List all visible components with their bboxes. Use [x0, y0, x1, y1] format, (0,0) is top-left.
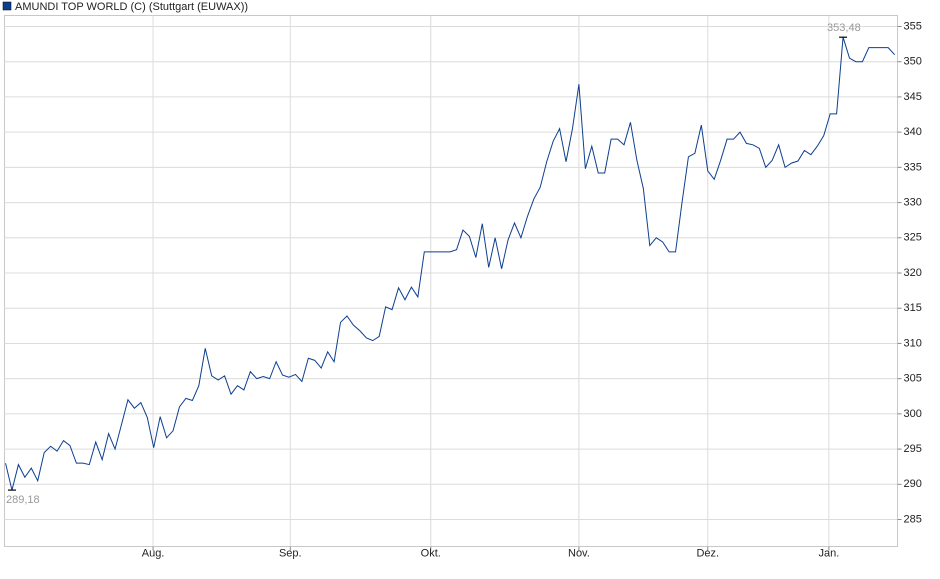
y-tick-label: 315 [904, 302, 922, 314]
legend-swatch [2, 1, 12, 11]
legend-label: AMUNDI TOP WORLD (C) (Stuttgart (EUWAX)) [15, 1, 248, 13]
y-tick-label: 340 [904, 126, 922, 138]
y-tick-label: 295 [904, 443, 922, 455]
x-tick-label: Jan. [818, 547, 839, 559]
y-tick-label: 300 [904, 408, 922, 420]
y-tick-label: 310 [904, 337, 922, 349]
y-tick-label: 320 [904, 267, 922, 279]
extreme-label: 353,48 [827, 22, 861, 34]
y-tick-label: 285 [904, 513, 922, 525]
x-tick-label: Aug. [142, 547, 165, 559]
x-tick-label: Sep. [279, 547, 302, 559]
y-tick-label: 305 [904, 373, 922, 385]
y-tick-label: 325 [904, 232, 922, 244]
y-tick-label: 335 [904, 161, 922, 173]
extreme-label: 289,18 [6, 494, 40, 506]
y-tick-label: 290 [904, 478, 922, 490]
price-line [5, 37, 895, 491]
plot-frame [4, 15, 898, 547]
y-tick-label: 355 [904, 20, 922, 32]
x-tick-label: Nov. [568, 547, 590, 559]
x-tick-label: Okt. [421, 547, 441, 559]
y-tick-label: 350 [904, 56, 922, 68]
y-tick-label: 330 [904, 196, 922, 208]
y-tick-label: 345 [904, 91, 922, 103]
x-tick-label: Dez. [696, 547, 719, 559]
